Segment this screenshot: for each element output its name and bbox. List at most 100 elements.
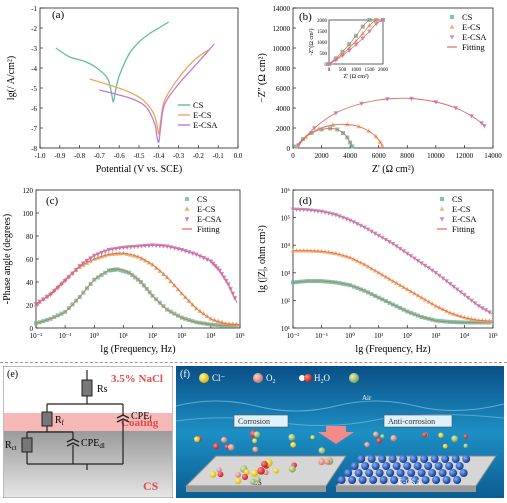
data-point-e-csa [80, 261, 86, 266]
coating-sphere [399, 455, 408, 463]
fit-line-e-csa [298, 97, 485, 146]
y-axis-label-c: -Phase angle (degrees) [2, 214, 13, 305]
ecsa-plate-edge [336, 486, 476, 492]
y-tick-label-d: 10⁴ [281, 242, 291, 250]
coating-sphere [420, 455, 429, 463]
data-point-cs [133, 275, 138, 280]
water-molecule-icon [304, 374, 312, 382]
ion-particle-cs [241, 473, 249, 481]
panel-label-f: (f) [180, 369, 190, 380]
ion-particle-repelled [422, 432, 428, 438]
coating-sphere [413, 462, 422, 470]
x-tick-label-d: 10⁻² [287, 332, 300, 340]
legend-marker-e-cs [449, 24, 455, 29]
x-tick-label-a: -0.1 [213, 152, 225, 160]
oxygen-molecule-icon [253, 373, 263, 383]
corrosion-label: Corrosion [238, 417, 270, 426]
y-tick-label-a: -8 [31, 145, 37, 153]
coating-sphere [434, 462, 443, 470]
y-tick-label-a: -3 [31, 45, 37, 53]
coating-sphere [365, 469, 374, 477]
ion-particle-cs [249, 478, 256, 485]
h2o-label: H [314, 373, 321, 383]
coating-sphere [375, 469, 384, 477]
ion-particle-cs [234, 477, 242, 485]
ion-particle-water [213, 443, 220, 450]
data-point-e-csa [221, 275, 227, 280]
coating-sphere [428, 469, 437, 477]
data-point-e-csa [146, 243, 152, 249]
panel-b: (b) 0 2000 4000 6000 8000 10000 12000 14000 0 200… [255, 0, 507, 180]
y-tick-label-d: 10³ [281, 270, 290, 278]
ion-particle-cs [209, 471, 217, 478]
data-point-e-csa [308, 208, 314, 213]
data-point-e-csa [210, 261, 216, 267]
y-tick-label-a: -4 [31, 65, 37, 73]
y-tick-label-b: 12000 [273, 25, 291, 33]
ecsa-plate-label: E-CSA [398, 478, 421, 487]
coating-sphere [430, 455, 439, 463]
x-tick-label-b: 8000 [400, 152, 415, 160]
equivalent-circuit: (e) 3.5% NaCl Coating CS [2, 365, 174, 499]
air-label: Air [362, 394, 372, 402]
x-axis-label-d: lg (Frequency, Hz) [355, 344, 430, 355]
data-point-e-csa [73, 267, 79, 273]
cs-label: CS [143, 479, 159, 493]
panel-label-c: (c) [46, 195, 59, 207]
ion-particle-water [253, 431, 261, 438]
data-point-cs [172, 311, 177, 316]
legend-label-e-csa: E-CSA [462, 32, 487, 42]
inset-fit-e-cs [328, 19, 384, 65]
series-line-cs [55, 21, 170, 103]
cpedl-sub: dl [99, 442, 105, 450]
legend-marker-cs [440, 197, 444, 201]
y-tick-label-d: 10² [281, 297, 290, 305]
o2-sub: 2 [273, 379, 276, 385]
anticorrosion-label: Anti-corrosion [388, 417, 435, 426]
legend-label-cs: CS [452, 194, 463, 204]
plot-frame-b [292, 7, 494, 149]
x-tick-label-b: 6000 [372, 152, 387, 160]
data-point-e-cs [230, 321, 236, 326]
data-point-cs [55, 313, 60, 318]
hydrogen-icon [299, 375, 305, 381]
data-point-e-csa [128, 245, 134, 250]
x-tick-label-c: 10³ [177, 332, 186, 340]
y-tick-label-b: 8000 [276, 65, 291, 73]
data-point-cs [111, 267, 116, 272]
cpef-element [116, 414, 130, 423]
coating-sphere [348, 476, 357, 484]
ion-particle-cs [288, 465, 296, 473]
legend-marker-e-csa [439, 217, 445, 222]
x-tick-label-d: 10⁴ [460, 332, 470, 340]
corrosion-label-box [233, 414, 289, 428]
x-tick-label-d: 10⁰ [345, 332, 355, 340]
legend-label-cs: CS [462, 12, 473, 22]
x-tick-label-d: 10⁻¹ [315, 332, 328, 340]
data-point-cs [59, 311, 64, 316]
coating-sphere [411, 476, 420, 484]
ion-particle-repelled [364, 441, 370, 448]
rs-resistor [81, 379, 93, 397]
legend-marker-e-cs [184, 206, 190, 211]
rct-sub: ct [12, 444, 17, 452]
series-line-e-csa [99, 43, 215, 143]
fit-line-e-csa [292, 208, 494, 315]
x-tick-label-c: 10⁵ [235, 332, 245, 340]
coating-sphere [407, 469, 416, 477]
x-tick-label-a: -0.5 [133, 152, 145, 160]
ion-particle-water [220, 436, 227, 443]
legend-marker-e-csa [184, 217, 190, 222]
inset-x-tick-label: 500 [339, 68, 347, 73]
inset-x-tick-label: 1500 [365, 68, 376, 73]
y-tick-label-a: -2 [31, 25, 37, 33]
chart-b: (b) 0 2000 4000 6000 8000 10000 12000 140000200… [257, 5, 502, 175]
x-tick-label-c: 10⁰ [89, 332, 99, 340]
inset-fit-e-csa [328, 19, 384, 65]
x-tick-label-a: -0.9 [54, 152, 66, 160]
legend-label-e-csa: E-CSA [452, 214, 477, 224]
ion-particle-cs [250, 469, 259, 477]
ion-particle-water [310, 435, 315, 440]
data-point-cs [124, 269, 129, 274]
data-point-e-csa [215, 266, 220, 271]
